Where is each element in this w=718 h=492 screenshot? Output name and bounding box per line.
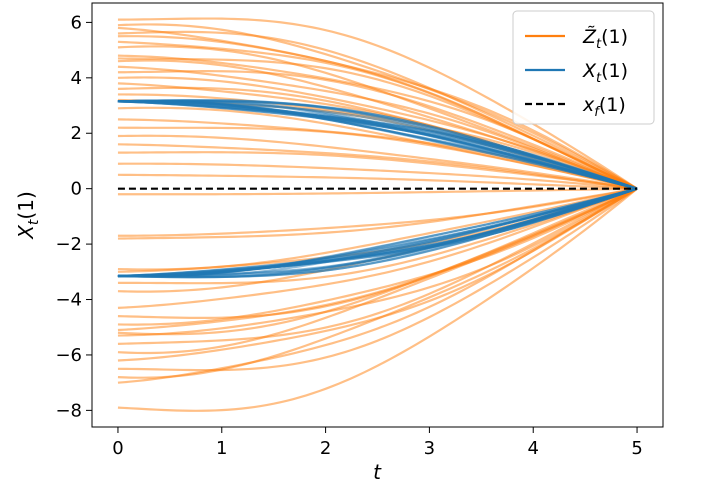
series-line [117,187,638,326]
series-line [117,187,638,285]
series-line [117,187,638,412]
x-tick-label: 1 [216,438,227,459]
series-line [117,187,638,345]
series-line [117,134,638,190]
y-axis-label: Xt(1) [14,191,42,240]
series-line [117,187,638,336]
series-line [117,187,638,384]
series-line [117,151,638,190]
plot-frame [91,2,664,428]
series-line [117,45,638,190]
series-line [117,187,638,278]
y-tick-label: 4 [71,68,82,89]
series-line [117,187,638,196]
series-line [117,187,638,278]
series-line [117,187,638,337]
y-tick-label: 0 [71,179,82,200]
x-axis-label: t [373,460,382,484]
y-tick-label: −2 [55,234,82,255]
series-layer [117,17,638,412]
series-line [117,126,638,190]
series-line [117,187,638,332]
series-line [117,17,638,190]
y-tick-label: −4 [55,290,82,311]
series-line [117,70,638,190]
series-line [117,76,638,190]
x-tick-label: 5 [631,438,642,459]
y-tick-label: −6 [55,345,82,366]
x-tick-label: 4 [528,438,539,459]
x-axis: 0 1 2 3 4 5 [112,427,643,459]
legend-label: Xt(1) [582,60,628,86]
legend: Z̃t(1) Xt(1) xf(1) [512,10,655,125]
x-tick-label: 3 [424,438,435,459]
y-axis: −8 −6 −4 −2 0 2 4 6 [55,12,92,421]
series-line [117,23,638,190]
y-tick-label: 2 [71,123,82,144]
legend-label: xf(1) [582,94,626,120]
series-line [117,162,638,190]
series-line [117,30,638,190]
series-line [117,187,638,372]
legend-box [512,10,655,125]
series-line [117,35,638,190]
series-line [117,187,638,355]
y-tick-label: 6 [71,12,82,33]
x-tick-label: 0 [112,438,123,459]
series-line [117,173,638,190]
series-line [117,187,638,279]
series-line [117,187,638,240]
series-line [117,57,638,190]
series-line [117,99,638,190]
y-tick-label: −8 [55,400,82,421]
legend-label: Z̃t(1) [582,26,628,52]
series-line [117,187,638,309]
x-tick-label: 2 [320,438,331,459]
